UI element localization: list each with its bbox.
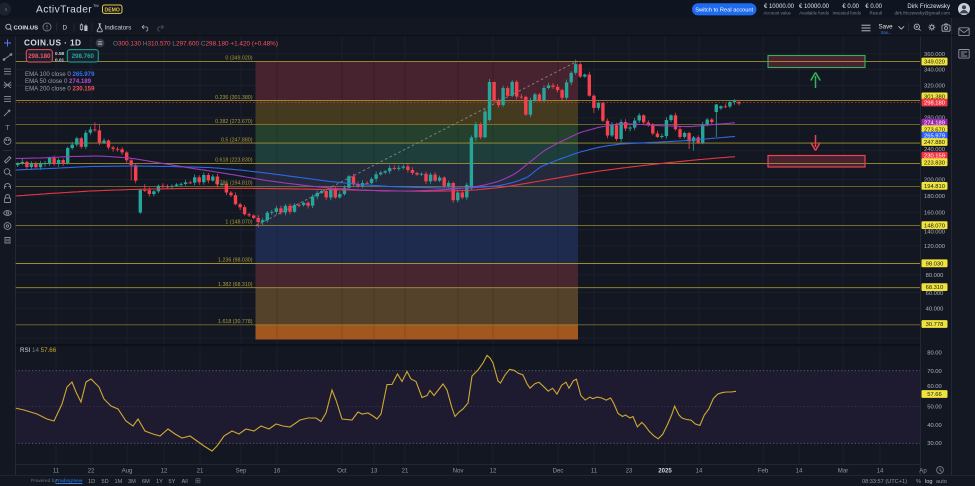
svg-text:COIN.US: COIN.US (14, 25, 39, 31)
svg-text:Switch to Real account: Switch to Real account (695, 7, 753, 13)
svg-text:0.786 (194.810): 0.786 (194.810) (215, 181, 253, 187)
svg-text:50.00: 50.00 (927, 404, 942, 410)
svg-text:dirk.friczewsky@gmail.com: dirk.friczewsky@gmail.com (895, 11, 951, 16)
svg-text:Dec: Dec (553, 467, 564, 474)
svg-text:349.020: 349.020 (924, 60, 945, 66)
svg-text:160.000: 160.000 (924, 210, 945, 216)
svg-text:TM: TM (93, 4, 98, 8)
svg-text:0.236 (301.380): 0.236 (301.380) (215, 95, 253, 101)
svg-text:Available funds: Available funds (799, 11, 830, 16)
svg-text:EMA 100 close 0 265.979: EMA 100 close 0 265.979 (25, 71, 95, 78)
svg-text:DEMO: DEMO (105, 7, 120, 13)
svg-text:16: 16 (274, 467, 281, 474)
svg-text:60.00: 60.00 (927, 384, 942, 390)
svg-text:80.000: 80.000 (926, 273, 944, 279)
svg-text:Dirk Friczewsky: Dirk Friczewsky (907, 3, 951, 10)
svg-text:Oct: Oct (337, 467, 347, 474)
svg-text:Invested funds: Invested funds (832, 11, 861, 16)
svg-text:60.000: 60.000 (926, 291, 944, 297)
svg-text:EMA 200 close 0 230.159: EMA 200 close 0 230.159 (25, 85, 95, 92)
svg-text:265.979: 265.979 (924, 134, 945, 140)
svg-text:12: 12 (490, 467, 497, 474)
svg-text:Ap: Ap (919, 467, 927, 474)
svg-text:O300.130 H310.570 L297.600 C29: O300.130 H310.570 L297.600 C298.180 +1.4… (113, 40, 278, 47)
svg-text:Feb: Feb (758, 467, 769, 474)
svg-text:280.000: 280.000 (924, 116, 945, 122)
svg-text:€ 0.00: € 0.00 (842, 4, 859, 10)
svg-text:40.000: 40.000 (926, 306, 944, 312)
svg-text:240.000: 240.000 (924, 147, 945, 153)
svg-text:247.880: 247.880 (924, 140, 945, 146)
svg-text:148.070: 148.070 (924, 223, 945, 229)
svg-text:Nov: Nov (453, 467, 465, 474)
svg-text:21: 21 (197, 467, 204, 474)
svg-text:120.000: 120.000 (924, 244, 945, 250)
svg-text:COIN.US · 1D: COIN.US · 1D (24, 38, 81, 48)
svg-text:70.00: 70.00 (927, 369, 942, 375)
svg-text:230.159: 230.159 (924, 154, 945, 160)
svg-text:Mar: Mar (838, 467, 849, 474)
svg-text:Account value: Account value (763, 11, 791, 16)
svg-text:1.236 (98.030): 1.236 (98.030) (218, 258, 253, 264)
svg-text:11: 11 (591, 467, 598, 474)
svg-text:1.618 (30.778): 1.618 (30.778) (218, 319, 253, 325)
svg-text:320.000: 320.000 (924, 84, 945, 90)
svg-text:0.382 (273.670): 0.382 (273.670) (215, 119, 253, 125)
svg-text:Save: Save (879, 23, 894, 30)
svg-text:80.00: 80.00 (927, 351, 942, 357)
svg-text:14: 14 (696, 467, 703, 474)
svg-text:1.382 (68.310): 1.382 (68.310) (218, 282, 253, 288)
svg-text:Result: Result (870, 11, 883, 16)
svg-text:40.00: 40.00 (927, 423, 942, 429)
svg-text:RSI 14 57.66: RSI 14 57.66 (20, 347, 57, 354)
svg-text:298.180: 298.180 (28, 53, 51, 60)
svg-text:223.830: 223.830 (924, 160, 945, 166)
svg-text:ActivTrader: ActivTrader (36, 5, 92, 16)
svg-text:›: › (5, 7, 8, 14)
svg-text:274.189: 274.189 (924, 121, 945, 127)
svg-text:22: 22 (88, 467, 95, 474)
svg-text:30.00: 30.00 (927, 441, 942, 447)
svg-text:11: 11 (53, 467, 60, 474)
svg-text:Aug: Aug (122, 467, 133, 474)
svg-text:€ 0.00: € 0.00 (865, 4, 882, 10)
svg-text:298.760: 298.760 (72, 53, 95, 60)
svg-text:2025: 2025 (658, 467, 672, 474)
svg-text:Sep: Sep (236, 467, 247, 474)
svg-text:298.180: 298.180 (924, 101, 945, 107)
svg-text:200.000: 200.000 (924, 178, 945, 184)
svg-text:14: 14 (796, 467, 803, 474)
svg-text:0 (349.020): 0 (349.020) (225, 56, 252, 62)
svg-text:0.58: 0.58 (55, 51, 65, 56)
svg-text:98.030: 98.030 (926, 261, 944, 267)
svg-text:21: 21 (402, 467, 409, 474)
svg-text:57.66: 57.66 (927, 392, 942, 398)
svg-text:301.380: 301.380 (924, 95, 945, 101)
svg-text:D: D (63, 25, 68, 32)
svg-text:0.01: 0.01 (55, 57, 65, 62)
svg-text:Sav...: Sav... (881, 30, 892, 35)
svg-text:68.310: 68.310 (926, 285, 944, 291)
svg-text:T: T (5, 123, 10, 132)
svg-text:273.670: 273.670 (924, 127, 945, 133)
svg-text:180.000: 180.000 (924, 194, 945, 200)
svg-text:13: 13 (371, 467, 378, 474)
svg-text:0.5 (247.880): 0.5 (247.880) (221, 137, 253, 143)
svg-text:14: 14 (877, 467, 884, 474)
svg-text:340.000: 340.000 (924, 68, 945, 74)
svg-text:12: 12 (161, 467, 168, 474)
svg-text:Indicators: Indicators (105, 25, 132, 32)
svg-text:€ 10000.00: € 10000.00 (799, 4, 830, 10)
svg-text:23: 23 (626, 467, 633, 474)
svg-text:194.810: 194.810 (924, 184, 945, 190)
svg-text:360.000: 360.000 (924, 52, 945, 58)
svg-text:1 (148.070): 1 (148.070) (225, 220, 252, 226)
svg-text:0.618 (223.830): 0.618 (223.830) (215, 158, 253, 164)
svg-text:EMA 50 close 0 274.189: EMA 50 close 0 274.189 (25, 78, 92, 85)
svg-text:€ 10000.00: € 10000.00 (764, 4, 795, 10)
svg-text:30.778: 30.778 (926, 322, 944, 328)
svg-text:140.000: 140.000 (924, 230, 945, 236)
